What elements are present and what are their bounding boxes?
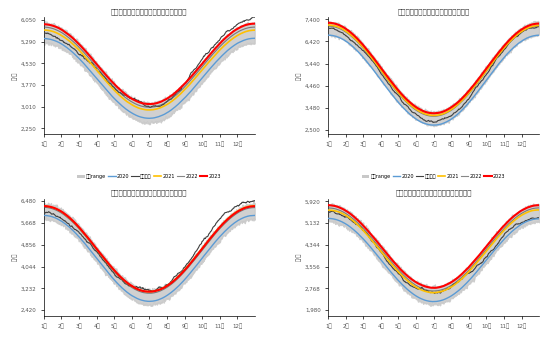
Legend: 历年range, 2020, 历年均值, 2021, 2022, 2023: 历年range, 2020, 历年均值, 2021, 2022, 2023	[360, 172, 508, 181]
Title: 国内大宗商品期货价格走势图（油脂）: 国内大宗商品期货价格走势图（油脂）	[398, 8, 470, 15]
Title: 国内大宗商品期货价格走势图（农产品）: 国内大宗商品期货价格走势图（农产品）	[111, 8, 188, 15]
Y-axis label: 元/吨: 元/吨	[12, 71, 18, 80]
Legend: 历年range, 2020, 历年均值, 2021, 2022, 2023: 历年range, 2020, 历年均值, 2021, 2022, 2023	[75, 172, 223, 181]
Title: 海外大宗商品期货价格走势图（农产品）: 海外大宗商品期货价格走势图（农产品）	[395, 189, 472, 196]
Y-axis label: 元/吨: 元/吨	[296, 253, 302, 261]
Title: 国内大宗商品期货价格走势图（工业品）: 国内大宗商品期货价格走势图（工业品）	[111, 189, 188, 196]
Y-axis label: 元/吨: 元/吨	[12, 253, 18, 261]
Y-axis label: 元/吨: 元/吨	[296, 71, 302, 80]
